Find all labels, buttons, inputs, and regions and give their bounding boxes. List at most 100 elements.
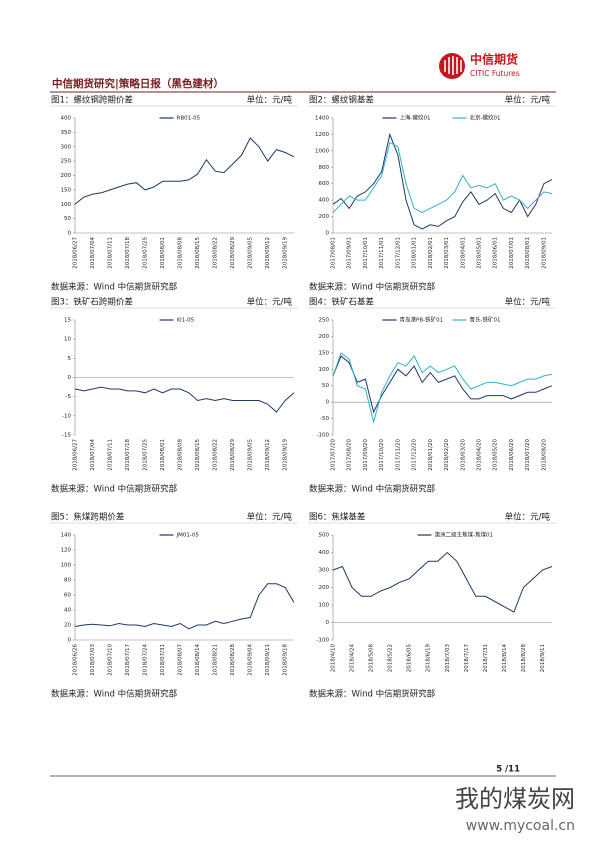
y-tick-label: 200: [319, 585, 330, 591]
x-tick-label: 2018/08/29: [230, 237, 236, 269]
legend-label: I01-05: [177, 318, 195, 324]
x-tick-label: 2018/07/18: [125, 439, 131, 471]
x-tick-label: 2018/09/01: [541, 237, 547, 269]
y-tick-label: 10: [64, 337, 71, 343]
y-tick-label: 0: [68, 375, 72, 381]
x-tick-label: 2018/08/28: [230, 644, 236, 676]
x-tick-label: 2017/09/20: [363, 439, 369, 471]
x-tick-label: 2018/08/15: [195, 237, 201, 269]
x-tick-label: 2017/10/01: [363, 237, 369, 269]
figure-title: 图6：焦煤基差: [309, 512, 365, 523]
x-tick-label: 2018/07/11: [108, 237, 114, 269]
y-tick-label: -5: [66, 394, 72, 400]
logo: 中信期货 CITIC Futures: [439, 52, 520, 79]
x-tick-label: 2017/11/20: [395, 439, 401, 471]
y-tick-label: 100: [61, 202, 72, 208]
figure-unit: 单位：元/吨: [247, 297, 293, 308]
x-tick-label: 2018/09/05: [248, 237, 254, 269]
x-tick-label: 2018/03/01: [444, 237, 450, 269]
x-tick-label: 2018/07/25: [143, 439, 149, 471]
legend-label: 普氏-铁矿01: [470, 316, 501, 324]
figure-unit: 单位：元/吨: [505, 297, 551, 308]
x-tick-label: 2017/11/01: [379, 237, 385, 269]
x-tick-label: 2018/08/08: [178, 237, 184, 269]
x-tick-label: 2018/07/18: [125, 237, 131, 269]
x-tick-label: 2018/09/12: [265, 439, 271, 471]
figure-title: 图5：焦煤跨期价差: [51, 512, 124, 523]
x-tick-label: 2018/06/26: [73, 644, 79, 676]
x-tick-label: 2018/04/20: [477, 439, 483, 471]
x-tick-label: 2018/04/01: [460, 237, 466, 269]
y-tick-label: -50: [320, 416, 329, 422]
y-tick-label: 0: [326, 400, 330, 406]
y-tick-label: 140: [61, 533, 72, 539]
x-tick-label: 2018/08/22: [213, 439, 219, 471]
y-tick-label: 200: [61, 173, 72, 179]
x-tick-label: 2018/5/22: [388, 644, 394, 672]
y-tick-label: 300: [61, 144, 72, 150]
legend-label: 上海-螺纹01: [400, 114, 431, 122]
y-tick-label: 0: [326, 231, 330, 237]
y-tick-label: 20: [64, 623, 71, 629]
x-tick-label: 2018/08/15: [195, 439, 201, 471]
series-line: [332, 352, 553, 424]
x-tick-label: 2018/8/28: [521, 644, 527, 673]
legend-label: 青岛港PB-铁矿01: [400, 316, 444, 324]
x-tick-label: 2017/08/20: [347, 439, 353, 471]
x-tick-label: 2018/6/05: [407, 644, 413, 673]
x-tick-label: 2018/05/01: [477, 237, 483, 269]
x-tick-label: 2018/03/20: [460, 439, 466, 471]
y-tick-label: 5: [68, 356, 72, 362]
legend-label: RB01-05: [177, 116, 201, 122]
y-tick-label: 500: [319, 533, 330, 539]
y-tick-label: 250: [319, 318, 330, 324]
logo-mark: [439, 53, 465, 79]
x-tick-label: 2018/06/27: [73, 439, 79, 471]
x-tick-label: 2018/9/11: [540, 644, 546, 672]
x-tick-label: 2018/09/11: [265, 644, 271, 676]
x-tick-label: 2018/07/17: [125, 644, 131, 676]
series-line: [332, 551, 553, 613]
x-tick-label: 2018/07/04: [90, 237, 96, 269]
x-tick-label: 2018/07/03: [90, 644, 96, 676]
figure-source: 数据来源：Wind 中信期货研究部: [51, 689, 178, 700]
series-line: [332, 132, 553, 230]
figure-source: 数据来源：Wind 中信期货研究部: [309, 484, 436, 495]
x-tick-label: 2018/7/17: [464, 644, 470, 673]
y-tick-label: -100: [317, 433, 330, 439]
watermark-name: 我的煤炭网: [455, 785, 575, 813]
page-number: 5 /11: [496, 765, 520, 775]
y-tick-label: 50: [64, 216, 71, 222]
y-tick-label: 100: [319, 367, 330, 373]
y-tick-label: 300: [319, 568, 330, 574]
legend-label: 北京-螺纹01: [470, 114, 501, 122]
y-tick-label: 150: [319, 350, 330, 356]
x-tick-label: 2018/4/24: [350, 644, 356, 673]
x-tick-label: 2018/7/31: [483, 644, 489, 672]
x-tick-label: 2018/08/20: [541, 439, 547, 471]
x-tick-label: 2018/6/19: [426, 644, 432, 673]
x-tick-label: 2018/02/01: [428, 237, 434, 269]
y-tick-label: 1400: [315, 116, 329, 122]
x-tick-label: 2017/12/20: [412, 439, 418, 471]
x-tick-label: 2017/09/01: [347, 237, 353, 269]
figure-unit: 单位：元/吨: [505, 512, 551, 523]
y-tick-label: 200: [319, 334, 330, 340]
logo-lines: [444, 56, 462, 75]
y-tick-label: 250: [61, 159, 72, 165]
y-tick-label: 800: [319, 165, 330, 171]
x-tick-label: 2018/01/20: [428, 439, 434, 471]
figure-source: 数据来源：Wind 中信期货研究部: [309, 282, 436, 293]
x-tick-label: 2018/07/01: [509, 237, 515, 269]
y-tick-label: 80: [64, 578, 71, 584]
x-tick-label: 2018/09/18: [283, 644, 289, 676]
x-tick-label: 2018/7/03: [445, 644, 451, 673]
x-tick-label: 2018/07/20: [525, 439, 531, 471]
figure-title: 图1：螺纹钢跨期价差: [51, 95, 133, 106]
x-tick-label: 2017/07/20: [331, 439, 337, 471]
